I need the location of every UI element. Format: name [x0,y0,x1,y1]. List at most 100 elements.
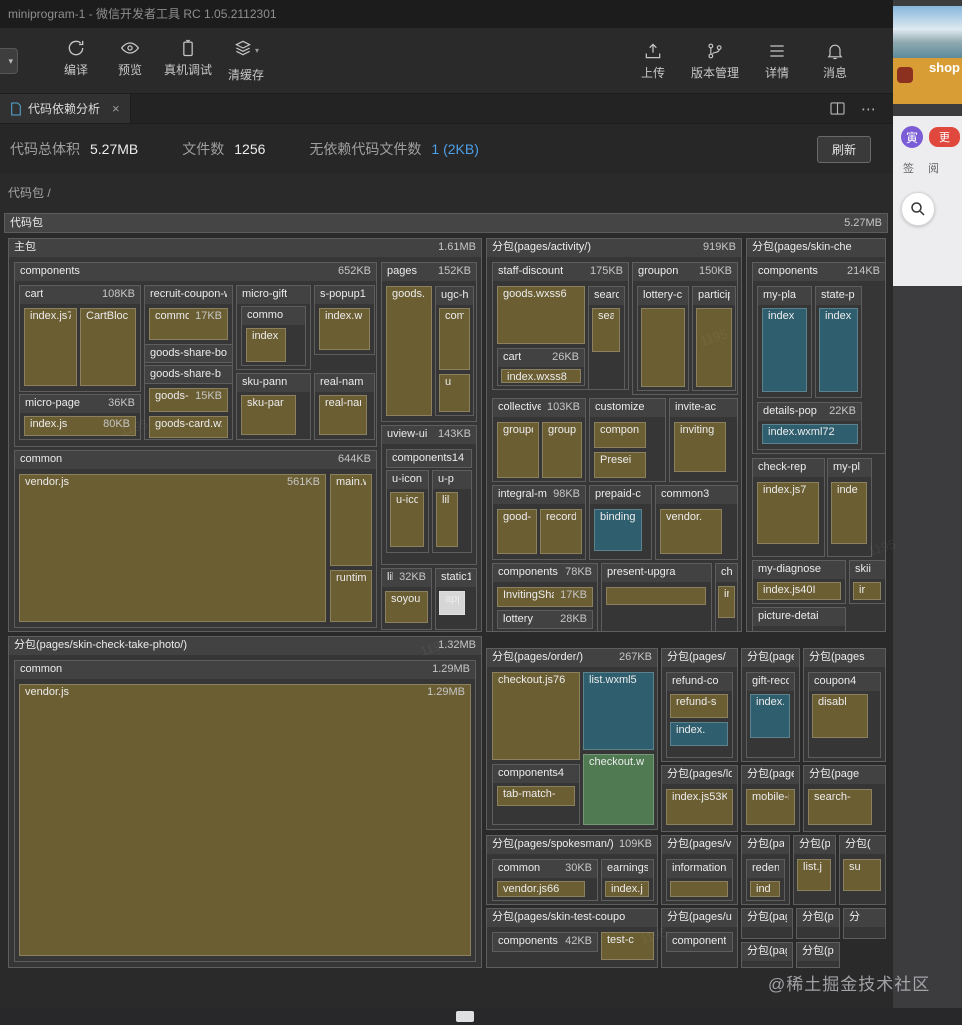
treemap-block[interactable] [606,587,706,605]
treemap-block[interactable]: list.j [797,859,831,891]
treemap-block[interactable]: su [843,859,881,891]
close-icon[interactable]: × [112,101,120,116]
tab-code-dependency-analysis[interactable]: 代码依赖分析 × [0,94,131,123]
details-button[interactable]: 详情 [753,37,801,85]
treemap-block[interactable]: checkout.js76 [492,672,580,760]
treemap-block[interactable]: groupon [542,422,582,478]
treemap-block[interactable]: refund-s [670,694,728,718]
treemap-section[interactable]: 分包(pag [741,908,793,939]
update-button[interactable]: 更 [929,127,960,147]
compile-mode-dropdown[interactable]: ▾ [0,48,18,74]
treemap-block[interactable]: InvitingShare 17KB [497,587,593,607]
treemap-label[interactable]: goods-share-b [144,365,233,384]
treemap-block[interactable]: Presei [594,452,646,478]
treemap-block[interactable]: index.js40I [757,582,841,600]
upload-button[interactable]: 上传 [629,37,677,85]
device-debug-button[interactable]: 真机调试 [160,34,216,82]
treemap-block[interactable]: index.v [750,694,790,738]
treemap-section[interactable]: picture-detai [752,607,846,632]
treemap-block[interactable]: index [819,308,858,392]
treemap-block[interactable]: main.w [330,474,372,566]
treemap-block[interactable]: ir [853,582,881,600]
treemap-section[interactable]: 分 [843,908,886,939]
nodeps-link[interactable]: 1 (2KB) [431,141,479,157]
treemap-block[interactable]: goods. [386,286,432,416]
treemap-block[interactable]: inviting [674,422,726,472]
treemap-block[interactable]: index [762,308,807,392]
treemap-block[interactable]: index.wxml72 [762,424,858,444]
treemap-block[interactable]: checkout.w [583,754,654,825]
treemap-block[interactable]: ind [750,881,780,897]
search-button[interactable] [901,192,935,226]
treemap-block[interactable]: vendor.js66 [497,881,585,897]
compile-button[interactable]: 编译 [52,34,100,82]
bookmark-item[interactable]: 签 [903,163,914,175]
split-view-icon[interactable] [830,102,845,115]
treemap-block[interactable]: goods.wxss6 [497,286,585,344]
treemap-block[interactable]: disabl [812,694,868,738]
treemap-label[interactable]: component [666,932,733,952]
treemap-section[interactable]: 分包(pag [741,942,793,968]
treemap-label[interactable]: components14 [386,449,472,468]
treemap-block[interactable]: list.wxml5 [583,672,654,750]
message-button[interactable]: 消息 [811,37,859,85]
treemap-block[interactable]: com [439,308,470,370]
treemap-block[interactable]: lil [436,492,458,547]
treemap-block[interactable]: index.js7 [24,308,77,386]
treemap-block[interactable]: runtim [330,570,372,622]
treemap-label[interactable]: lottery 28KB [497,610,593,629]
version-management-button[interactable]: 版本管理 [687,37,743,85]
treemap-block[interactable] [670,881,728,897]
treemap-block[interactable]: index [246,328,286,362]
treemap-block[interactable]: vendor. [660,509,722,554]
treemap-block[interactable]: real-nar [319,395,367,435]
treemap-block[interactable]: binding [594,509,642,551]
treemap-block[interactable]: app [439,591,465,615]
treemap-label[interactable]: goods-share-boa [144,344,233,363]
treemap-node-label: index.js53K [672,791,727,803]
treemap-section[interactable]: 分包(p [796,908,840,939]
treemap-block[interactable] [696,308,732,387]
treemap-section[interactable]: 分包(p [796,942,840,968]
treemap-block[interactable]: index.wxss8 [501,369,581,383]
clear-cache-button[interactable]: ▾ 清缓存 [222,34,270,87]
treemap-block[interactable]: index.js [605,881,649,897]
treemap-block[interactable]: compon [594,422,646,448]
preview-button[interactable]: 预览 [106,34,154,82]
read-item[interactable]: 阅 [928,163,939,175]
dock-window-icon[interactable] [456,1011,474,1022]
treemap-block[interactable]: soyou [385,591,428,623]
treemap-block[interactable]: u [439,374,470,412]
treemap-block[interactable]: index.w [319,308,370,350]
treemap-block[interactable]: tab-match- [497,786,575,806]
treemap-block[interactable]: sku-par [241,395,296,435]
treemap-block[interactable]: inc [718,586,735,618]
avatar[interactable]: 寅 [901,126,923,148]
treemap-block[interactable]: record-c [540,509,582,554]
treemap-block[interactable]: goods-card.wx [149,416,228,438]
treemap-block[interactable]: good-de [497,509,537,554]
treemap-block[interactable]: u-ico [390,492,424,547]
treemap-block[interactable]: vendor.js 561KB [19,474,326,622]
refresh-button[interactable]: 刷新 [816,135,871,163]
treemap-block[interactable]: index.js53K [666,789,733,825]
treemap-block[interactable]: mobile-i [746,789,795,825]
treemap-block[interactable]: groupon [497,422,539,478]
treemap-block[interactable]: index.js7 [757,482,819,544]
treemap-block[interactable] [641,308,685,387]
treemap-block[interactable]: index. [670,722,728,746]
treemap-block[interactable]: index.js 80KB [24,416,136,436]
treemap-block[interactable]: search- [808,789,872,825]
treemap-block[interactable]: goods-card 15KB [149,388,228,412]
treemap-block[interactable]: inde [831,482,867,544]
treemap-block[interactable]: test-c [601,932,654,960]
treemap-block[interactable]: CartBloc [80,308,136,386]
treemap-block[interactable]: commodity 17KB [149,308,228,340]
treemap-label[interactable]: components 42KB [492,932,598,952]
treemap-root-bar[interactable]: 代码包 5.27MB [4,213,888,233]
more-icon[interactable]: ⋯ [861,100,877,118]
breadcrumb[interactable]: 代码包 / [0,174,893,213]
treemap-block[interactable]: sea [592,308,620,352]
treemap-node-size: 17KB [195,310,222,322]
treemap-block[interactable]: vendor.js 1.29MB [19,684,471,956]
